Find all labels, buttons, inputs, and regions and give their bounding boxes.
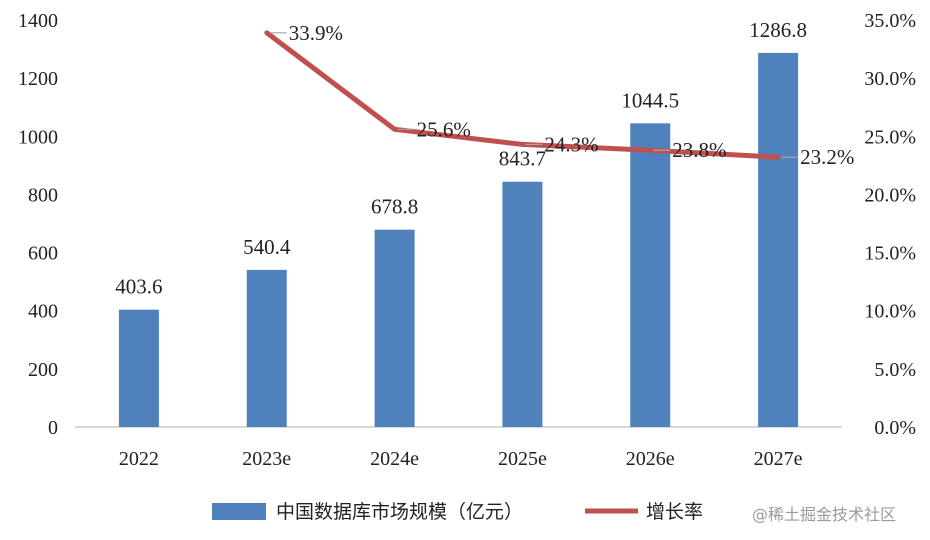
y-left-tick-label: 1000 xyxy=(18,126,58,148)
bar xyxy=(630,123,671,427)
line-data-label: 24.3% xyxy=(544,132,598,156)
bar-data-label: 540.4 xyxy=(243,235,291,259)
x-tick-label: 2026e xyxy=(626,448,675,470)
line-series xyxy=(264,30,781,160)
y-left-tick-label: 400 xyxy=(28,301,58,323)
y-right-tick-label: 20.0% xyxy=(864,184,916,206)
axes: 0 200 400 600 800 1000 1200 1400 0.0% 5.0% 10.0% 15… xyxy=(18,10,916,470)
legend-label-line: 增长率 xyxy=(646,501,703,523)
x-tick-label: 2027e xyxy=(754,448,803,470)
x-tick-label: 2022 xyxy=(119,448,159,470)
y-right-tick-label: 0.0% xyxy=(874,417,916,439)
y-left-tick-label: 800 xyxy=(28,184,58,206)
y-right-tick-label: 5.0% xyxy=(874,359,916,381)
bar-data-label: 678.8 xyxy=(371,195,418,219)
y-left-tick-label: 1200 xyxy=(18,68,58,90)
line-data-label: 23.8% xyxy=(672,138,726,162)
y-left-tick-label: 600 xyxy=(28,243,58,265)
watermark-text: @稀土掘金技术社区 xyxy=(752,505,896,524)
bar-data-label: 403.6 xyxy=(115,275,162,299)
line-data-labels: 33.9% 25.6% 24.3% 23.8% 23.2% xyxy=(269,21,854,169)
x-tick-label: 2025e xyxy=(498,448,547,470)
legend: 中国数据库市场规模（亿元） 增长率 xyxy=(212,501,703,523)
bar xyxy=(246,269,287,427)
line-data-label: 23.2% xyxy=(800,145,854,169)
bar-data-label: 843.7 xyxy=(499,147,546,171)
bar xyxy=(118,309,159,427)
bar xyxy=(374,229,415,427)
y-right-tick-label: 25.0% xyxy=(864,126,916,148)
line-data-label: 25.6% xyxy=(417,117,471,141)
bar-series xyxy=(118,52,799,428)
bar-data-label: 1286.8 xyxy=(749,18,807,42)
y-left-tick-label: 200 xyxy=(28,359,58,381)
y-left-tick-label: 0 xyxy=(48,417,58,439)
bar-data-label: 1044.5 xyxy=(621,88,679,112)
bar xyxy=(502,181,543,427)
legend-swatch-bar xyxy=(212,503,266,520)
y-left-tick-label: 1400 xyxy=(18,10,58,32)
y-right-tick-label: 10.0% xyxy=(864,301,916,323)
y-right-tick-label: 30.0% xyxy=(864,68,916,90)
bar-data-labels: 403.6 540.4 678.8 843.7 1044.5 1286.8 xyxy=(115,18,807,299)
line-data-label: 33.9% xyxy=(289,21,343,45)
y-right-tick-label: 35.0% xyxy=(864,10,916,32)
x-tick-label: 2024e xyxy=(370,448,419,470)
legend-label-bar: 中国数据库市场规模（亿元） xyxy=(276,501,523,523)
x-tick-label: 2023e xyxy=(242,448,291,470)
bar xyxy=(758,52,799,428)
y-right-tick-label: 15.0% xyxy=(864,243,916,265)
